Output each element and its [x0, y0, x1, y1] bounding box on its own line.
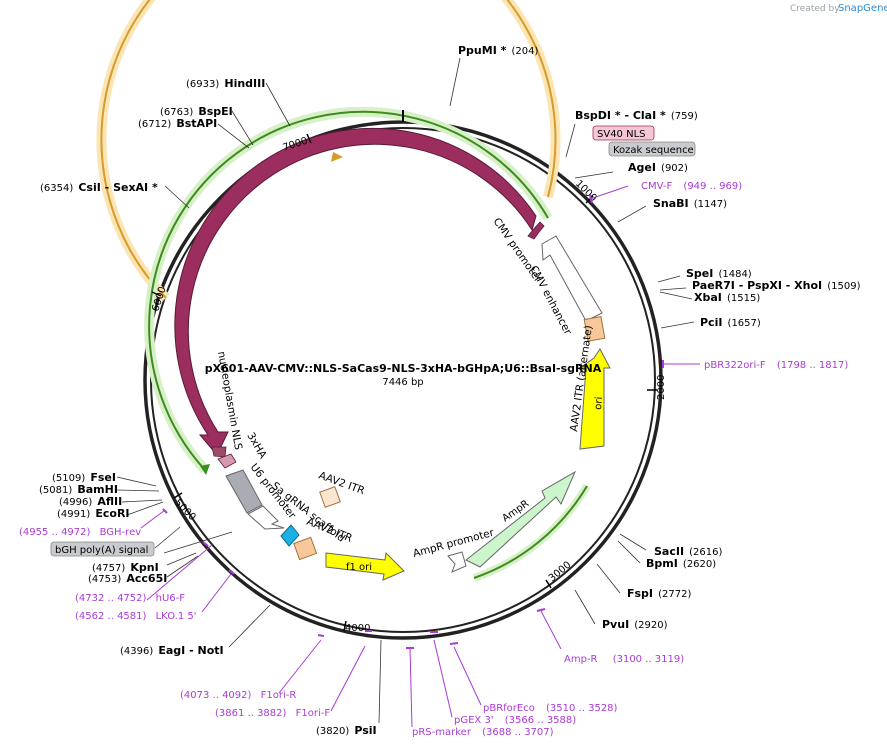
site-acc65i: (4753) Acc65I	[88, 567, 167, 586]
site-fsei: (5109) FseI	[52, 466, 116, 485]
ampr-promoter-arrow	[447, 551, 467, 573]
site-eagi-noti: (4396) EagI - NotI	[120, 639, 224, 658]
bgh-polya-box	[50, 541, 155, 557]
sv40-nls-box	[592, 125, 655, 141]
site-bspei: (6763) BspEI	[160, 100, 233, 119]
ori-arrow	[578, 348, 611, 450]
primer-lko1-5: (4562 .. 4581) LKO.1 5'	[75, 611, 197, 622]
primer-hu6-f: (4732 .. 4752) hU6-F	[75, 593, 185, 604]
tick-5000	[173, 492, 183, 499]
ampr-green-track	[473, 485, 588, 579]
sacas9-label: SaCas9	[273, 204, 310, 234]
primer-pgex3: pGEX 3' (3566 .. 3588)	[454, 715, 576, 726]
tick-label-4000: 4000	[345, 623, 370, 634]
kozak-box	[608, 141, 696, 157]
f1-ori-arrow	[325, 551, 405, 581]
snapgene-logo: SnapGene	[838, 3, 887, 14]
site-fspi: FspI (2772)	[627, 582, 691, 601]
primer-bgh-rev: (4955 .. 4972) BGH-rev	[19, 527, 141, 538]
site-bamhi: (5081) BamHI	[39, 478, 118, 497]
site-spei: SpeI (1484)	[686, 262, 752, 281]
primer-leaders	[140, 185, 700, 728]
aav2-itr-box-bottom	[293, 536, 318, 561]
primer-amp-r: Amp-R (3100 .. 3119)	[564, 654, 684, 665]
site-bpmi: BpmI (2620)	[646, 552, 716, 571]
site-pcii: PciI (1657)	[700, 311, 761, 330]
bgh-polya-label: bGH poly(A) signal	[55, 545, 148, 556]
tick-3000	[545, 579, 552, 589]
u6-promoter-box	[225, 469, 263, 514]
site-ppumi: PpuMI * (204)	[458, 39, 538, 58]
green-track	[148, 110, 549, 471]
tick-1000	[585, 195, 594, 204]
primer-f1ori-f: (3861 .. 3882) F1ori-F	[215, 708, 330, 719]
site-snabi: SnaBI (1147)	[653, 192, 727, 211]
site-psii: (3820) PsiI	[316, 719, 377, 738]
ampr-arrow	[465, 470, 577, 568]
brand-caption: Created by	[790, 4, 840, 14]
primer-markers	[162, 194, 664, 649]
3xha-label: 3xHA	[244, 431, 269, 462]
u6-promoter-arrow	[247, 505, 285, 530]
primer-pbrforeco: pBRforEco (3510 .. 3528)	[483, 703, 618, 714]
site-hindiii: (6933) HindIII	[186, 72, 265, 91]
primer-cmv-f: CMV-F (949 .. 969)	[641, 181, 742, 192]
tick-4000	[343, 620, 347, 632]
site-ecori: (4991) EcoRI	[57, 502, 130, 521]
tick-label-2000: 2000	[656, 375, 667, 400]
site-bspdi-clai: BspDI * - ClaI * (759)	[575, 104, 698, 123]
primer-prs-marker: pRS-marker (3688 .. 3707)	[412, 727, 554, 738]
tick-7000	[306, 133, 312, 144]
site-sacii: SacII (2616)	[654, 540, 723, 559]
ori-label: ori	[593, 396, 605, 410]
plasmid-size: 7446 bp	[382, 377, 423, 388]
site-xbai: XbaI (1515)	[694, 286, 760, 305]
primer-pbr322ori-f: pBR322ori-F (1798 .. 1817)	[704, 360, 848, 371]
green-track-arrow	[200, 464, 210, 475]
kozak-label: Kozak sequence	[613, 145, 694, 156]
site-bstapi: (6712) BstAPI	[138, 112, 217, 131]
site-aflii: (4996) AflII	[59, 490, 122, 509]
plasmid-name: pX601-AAV-CMV::NLS-SaCas9-NLS-3xHA-bGHpA…	[205, 362, 602, 375]
tick-6000	[151, 291, 162, 297]
site-agei: AgeI (902)	[628, 156, 688, 175]
site-kpni: (4757) KpnI	[92, 556, 159, 575]
tick-label-3000: 3000	[547, 560, 574, 585]
f1-ori-label: f1 ori	[346, 562, 372, 573]
sa-grna-scaffold-feature	[280, 524, 300, 547]
aav2-itr-box-mid	[319, 486, 341, 508]
aav2-itr-alt-box	[583, 316, 606, 342]
site-csii-sexai: (6354) CsiI - SexAI *	[40, 176, 158, 195]
site-leaders	[116, 57, 695, 724]
orange-track-arrow	[331, 152, 343, 162]
orange-track	[100, 0, 557, 299]
site-paer7i-pspxi-xhoi: PaeR7I - PspXI - XhoI (1509)	[692, 274, 861, 293]
site-pvui: PvuI (2920)	[602, 613, 668, 632]
kozak-feature	[527, 221, 545, 240]
3xha-feature	[217, 453, 237, 469]
primer-f1ori-r: (4073 .. 4092) F1ori-R	[180, 690, 296, 701]
nls-feature	[211, 446, 227, 458]
sv40-nls-label: SV40 NLS	[597, 129, 646, 140]
